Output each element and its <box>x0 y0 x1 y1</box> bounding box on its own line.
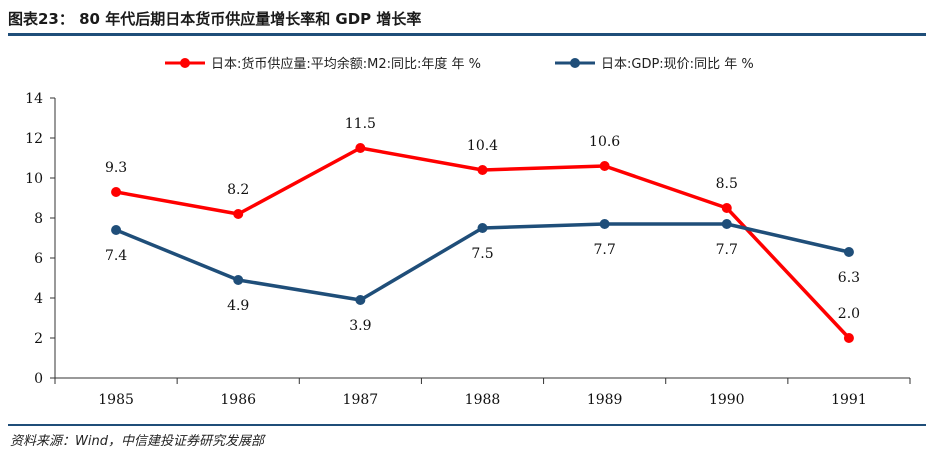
legend-marker <box>570 58 580 68</box>
chart-title: 图表23： 80 年代后期日本货币供应量增长率和 GDP 增长率 <box>8 10 422 28</box>
data-label: 7.7 <box>594 242 616 258</box>
data-label: 7.7 <box>716 242 738 258</box>
data-point <box>721 219 732 229</box>
legend-marker <box>180 58 190 68</box>
title-divider <box>8 33 926 36</box>
data-point <box>843 333 854 343</box>
axes: 0 2 4 6 8 10 12 14 1985 1986 1987 1988 1989 1990 1991 <box>25 91 911 408</box>
x-tick-label: 1989 <box>587 392 623 408</box>
data-point <box>111 225 122 235</box>
data-point <box>477 223 488 233</box>
legend: 日本:货币供应量:平均余额:M2:同比:年度 年 % 日本:GDP:现价:同比 年… <box>165 56 754 72</box>
y-tick-label: 0 <box>34 371 43 387</box>
series-line <box>115 222 850 302</box>
data-point <box>355 143 366 153</box>
data-labels: 9.3 8.2 11.5 10.4 10.6 8.5 2.0 7.4 4.9 3.9 7.5 7.7 7… <box>105 116 860 334</box>
y-tick-label: 2 <box>34 331 43 347</box>
data-point <box>721 203 732 213</box>
data-label: 7.5 <box>471 246 493 262</box>
data-label: 2.0 <box>838 306 860 322</box>
line-chart: 日本:货币供应量:平均余额:M2:同比:年度 年 % 日本:GDP:现价:同比 年… <box>25 56 911 408</box>
data-label: 7.4 <box>105 248 127 264</box>
series-layer <box>111 143 854 343</box>
data-label: 3.9 <box>349 318 371 334</box>
data-point <box>599 219 610 229</box>
data-point <box>111 187 122 197</box>
data-point <box>477 165 488 175</box>
data-label: 4.9 <box>227 298 249 314</box>
data-point <box>233 209 244 219</box>
x-tick-label: 1986 <box>220 392 256 408</box>
x-tick-label: 1987 <box>343 392 379 408</box>
data-label: 9.3 <box>105 160 127 176</box>
data-point <box>233 275 244 285</box>
y-tick-label: 14 <box>25 91 43 107</box>
data-point <box>599 161 610 171</box>
data-label: 10.4 <box>467 138 498 154</box>
legend-label: 日本:货币供应量:平均余额:M2:同比:年度 年 % <box>211 56 481 72</box>
x-tick-label: 1990 <box>709 392 745 408</box>
y-tick-label: 12 <box>25 131 43 147</box>
data-label: 8.2 <box>227 182 249 198</box>
y-tick-label: 10 <box>25 171 43 187</box>
x-tick-label: 1988 <box>465 392 501 408</box>
x-tick-label: 1985 <box>98 392 134 408</box>
y-tick-label: 6 <box>34 251 43 267</box>
y-tick-label: 4 <box>34 291 43 307</box>
data-label: 10.6 <box>589 134 620 150</box>
source-note: 资料来源：Wind，中信建投证券研究发展部 <box>10 434 264 449</box>
footer-divider <box>8 424 926 426</box>
legend-label: 日本:GDP:现价:同比 年 % <box>601 57 754 72</box>
data-label: 6.3 <box>838 270 860 286</box>
data-point <box>355 295 366 305</box>
title-bar: 图表23： 80 年代后期日本货币供应量增长率和 GDP 增长率 <box>8 8 926 32</box>
x-tick-label: 1991 <box>831 392 867 408</box>
data-point <box>843 247 854 257</box>
data-label: 11.5 <box>345 116 376 132</box>
series-line <box>115 146 851 340</box>
data-label: 8.5 <box>716 176 738 192</box>
y-tick-label: 8 <box>34 211 43 227</box>
